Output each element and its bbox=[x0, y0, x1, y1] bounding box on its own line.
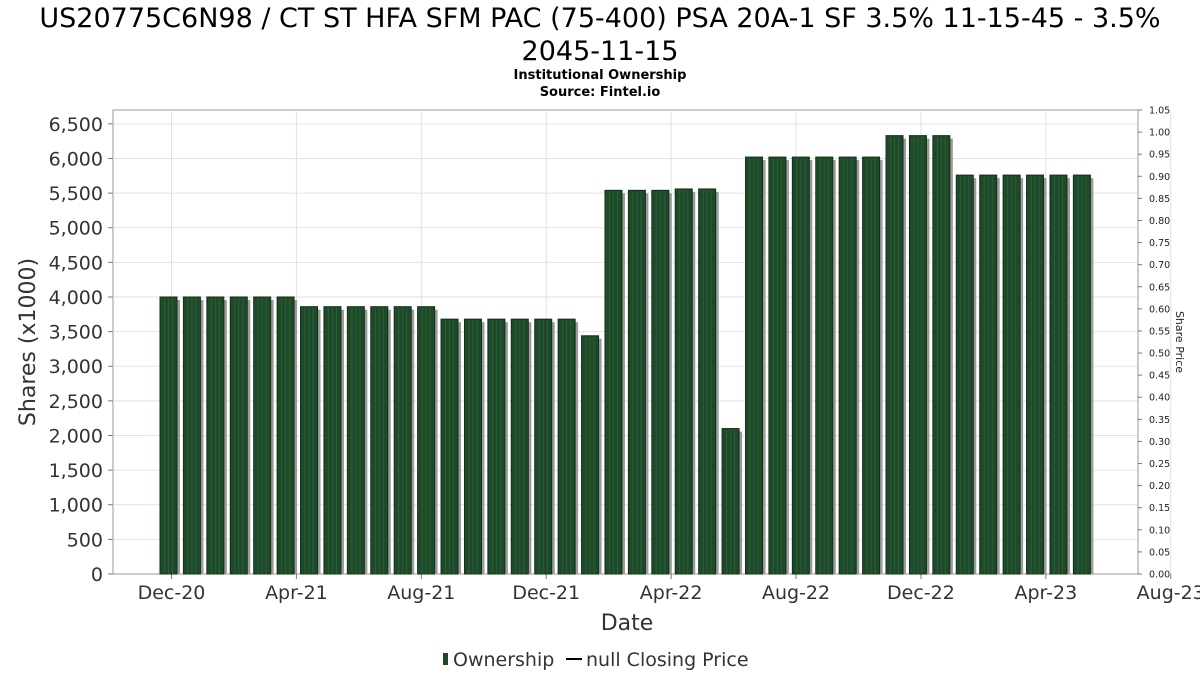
chart-title: US20775C6N98 / CT ST HFA SFM PAC (75-400… bbox=[0, 2, 1200, 68]
legend-ownership-label: Ownership bbox=[453, 649, 554, 671]
x-tick-label: Apr-22 bbox=[640, 582, 703, 604]
y2-tick-label: 0.45 bbox=[1149, 371, 1170, 382]
y2-tick-label: 1.05 bbox=[1149, 106, 1170, 117]
x-tick-label: Aug-22 bbox=[762, 582, 830, 604]
y-tick-label: 500 bbox=[67, 529, 103, 551]
y-tick-label: 4,500 bbox=[49, 252, 103, 274]
x-tick-label: Apr-21 bbox=[265, 582, 328, 604]
y2-tick-label: 0.25 bbox=[1149, 459, 1170, 470]
y2-tick-label: 0.80 bbox=[1149, 216, 1170, 227]
chart-title-line1: US20775C6N98 / CT ST HFA SFM PAC (75-400… bbox=[39, 3, 1161, 34]
y-tick-label: 6,500 bbox=[49, 114, 103, 136]
y-tick-label: 2,500 bbox=[49, 391, 103, 413]
x-tick-label: Dec-20 bbox=[138, 582, 206, 604]
y-axis-title: Shares (x1000) bbox=[16, 258, 41, 426]
y2-tick-label: 0.65 bbox=[1149, 282, 1170, 293]
y2-axis-title: Share Price bbox=[1173, 311, 1186, 373]
y2-tick-label: 0.85 bbox=[1149, 194, 1170, 205]
x-tick-label: Dec-21 bbox=[512, 582, 580, 604]
y2-tick-label: 0.40 bbox=[1149, 393, 1170, 404]
y2-tick-label: 0.95 bbox=[1149, 150, 1170, 161]
y-tick-label: 5,500 bbox=[49, 183, 103, 205]
chart-source: Source: Fintel.io bbox=[539, 85, 661, 100]
y-tick-label: 3,500 bbox=[49, 322, 103, 344]
y2-tick-label: 1.00 bbox=[1149, 128, 1170, 139]
x-axis-title: Date bbox=[601, 611, 654, 636]
y2-tick-label: 0.30 bbox=[1149, 437, 1170, 448]
legend-ownership-swatch bbox=[443, 653, 448, 665]
y2-tick-label: 0.05 bbox=[1149, 547, 1170, 558]
y-tick-label: 0 bbox=[91, 564, 103, 586]
chart-title-line2: 2045-11-15 bbox=[521, 36, 679, 67]
x-tick-label: Aug-23 bbox=[1137, 582, 1200, 604]
y2-tick-label: 0.20 bbox=[1149, 481, 1170, 492]
x-tick-label: Aug-21 bbox=[387, 582, 455, 604]
y-tick-label: 3,000 bbox=[49, 356, 103, 378]
y-tick-label: 4,000 bbox=[49, 287, 103, 309]
y2-tick-label: 0.90 bbox=[1149, 172, 1170, 183]
y2-tick-label: 0.00 bbox=[1149, 570, 1170, 581]
chart-subtitle: Institutional Ownership bbox=[513, 68, 687, 83]
y-tick-label: 1,500 bbox=[49, 460, 103, 482]
y2-tick-label: 0.15 bbox=[1149, 503, 1170, 514]
y2-tick-label: 0.70 bbox=[1149, 260, 1170, 271]
y-tick-label: 6,000 bbox=[49, 148, 103, 170]
x-tick-label: Dec-22 bbox=[887, 582, 955, 604]
y2-tick-label: 0.60 bbox=[1149, 304, 1170, 315]
y2-tick-label: 0.75 bbox=[1149, 238, 1170, 249]
y-tick-label: 2,000 bbox=[49, 425, 103, 447]
y-tick-label: 1,000 bbox=[49, 495, 103, 517]
x-tick-label: Apr-23 bbox=[1015, 582, 1078, 604]
y2-tick-label: 0.10 bbox=[1149, 525, 1170, 536]
legend-price-label: null Closing Price bbox=[586, 649, 749, 671]
y2-tick-label: 0.50 bbox=[1149, 349, 1170, 360]
y2-tick-label: 0.55 bbox=[1149, 326, 1170, 337]
y2-tick-label: 0.35 bbox=[1149, 415, 1170, 426]
y-tick-label: 5,000 bbox=[49, 218, 103, 240]
